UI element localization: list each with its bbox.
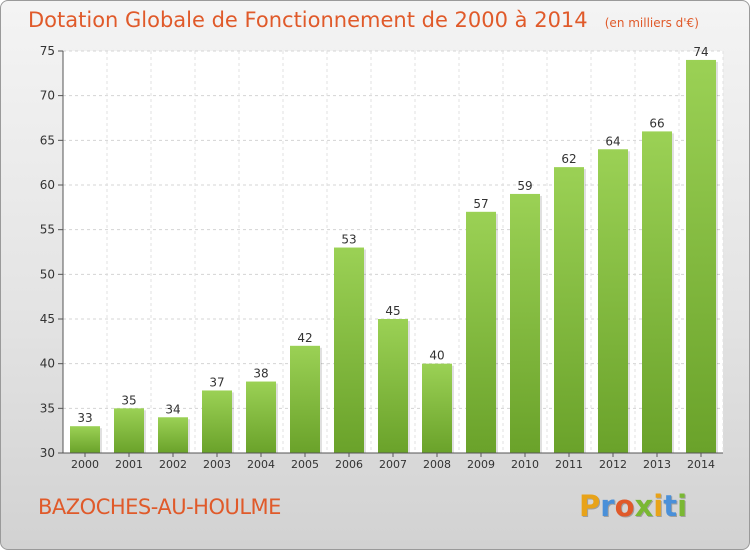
axes: 30 35 40 45 50 55 60 65 70 75 2000 2001 2002 2003 2004… (40, 44, 723, 471)
bar (290, 345, 320, 453)
x-tick-label: 2002 (159, 458, 187, 471)
bar (202, 390, 232, 453)
y-tick-label: 55 (40, 223, 55, 237)
bar-value-label: 66 (649, 116, 664, 130)
x-tick-label: 2007 (379, 458, 407, 471)
bar-value-label: 38 (253, 367, 268, 381)
y-tick-label: 30 (40, 446, 55, 460)
x-tick-label: 2003 (203, 458, 231, 471)
bar-value-label: 64 (605, 134, 620, 148)
x-tick-label: 2005 (291, 458, 319, 471)
chart-title: Dotation Globale de Fonctionnement de 20… (28, 8, 588, 32)
bar-value-label: 34 (165, 402, 180, 416)
y-tick-label: 70 (40, 89, 55, 103)
x-tick-label: 2008 (423, 458, 451, 471)
x-tick-label: 2013 (643, 458, 671, 471)
y-tick-label: 75 (40, 44, 55, 58)
bar (510, 193, 540, 453)
y-tick-label: 60 (40, 178, 55, 192)
chart-subtitle: (en milliers d'€) (604, 16, 699, 30)
title-row: Dotation Globale de Fonctionnement de 20… (28, 8, 699, 32)
y-tick-label: 35 (40, 401, 55, 415)
bar (158, 417, 188, 453)
x-tick-label: 2000 (71, 458, 99, 471)
y-tick-label: 65 (40, 133, 55, 147)
bar (466, 211, 496, 453)
bar (246, 381, 276, 453)
bar-value-label: 40 (429, 349, 444, 363)
bar-value-label: 45 (385, 304, 400, 318)
logo-letter: i (677, 489, 688, 523)
x-tick-label: 2009 (467, 458, 495, 471)
bar-value-label: 62 (561, 152, 576, 166)
logo-letter: x (634, 489, 654, 523)
bar (114, 408, 144, 453)
bar-value-label: 42 (297, 331, 312, 345)
bars: 33 35 34 37 38 42 53 45 40 57 59 62 64 66 74 (70, 45, 718, 453)
x-tick-label: 2006 (335, 458, 363, 471)
logo-letter: t (663, 489, 678, 523)
bar (598, 149, 628, 453)
bar-value-label: 37 (209, 375, 224, 389)
bar (686, 59, 716, 453)
x-tick-label: 2010 (511, 458, 539, 471)
bar-value-label: 57 (473, 197, 488, 211)
bar-value-label: 74 (693, 45, 708, 59)
bar (642, 131, 672, 453)
bar-value-label: 35 (121, 393, 136, 407)
proxiti-logo: Proxiti (579, 489, 687, 523)
bar (378, 319, 408, 453)
bar (554, 167, 584, 453)
x-tick-label: 2001 (115, 458, 143, 471)
logo-letter: r (600, 489, 615, 523)
y-tick-label: 50 (40, 267, 55, 281)
logo-letter: i (653, 489, 664, 523)
y-tick-label: 45 (40, 312, 55, 326)
x-tick-label: 2014 (687, 458, 715, 471)
logo-letter: P (579, 489, 601, 523)
x-tick-label: 2004 (247, 458, 275, 471)
bar (70, 426, 100, 453)
bar-value-label: 59 (517, 179, 532, 193)
bar-value-label: 33 (77, 411, 92, 425)
bar (334, 247, 364, 453)
bar (422, 363, 452, 453)
y-tick-label: 40 (40, 357, 55, 371)
commune-name: BAZOCHES-AU-HOULME (38, 495, 281, 519)
x-tick-label: 2011 (555, 458, 583, 471)
x-tick-label: 2012 (599, 458, 627, 471)
bar-value-label: 53 (341, 233, 356, 247)
logo-letter: o (614, 489, 635, 523)
